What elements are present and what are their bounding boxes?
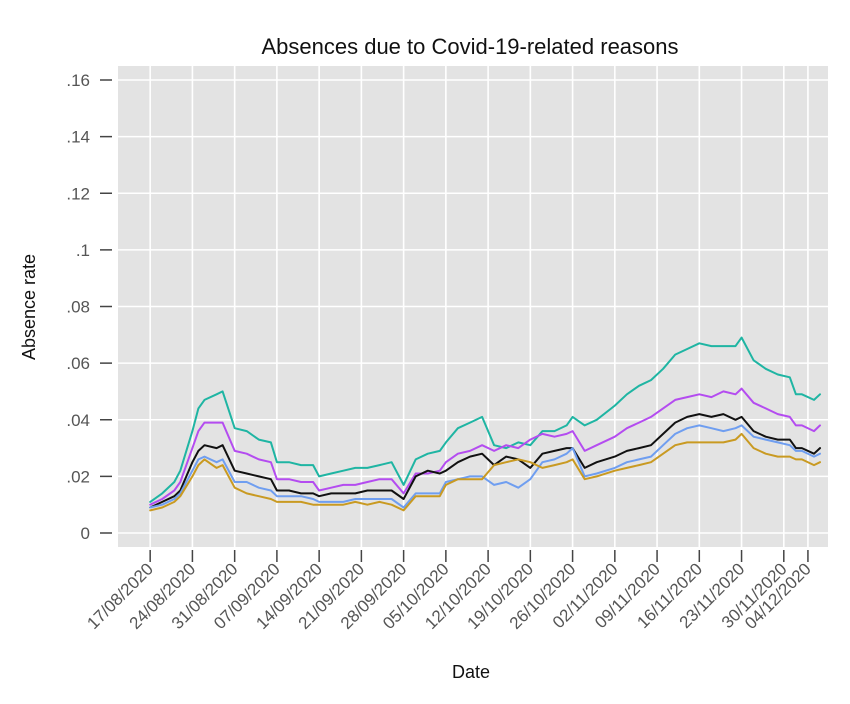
y-tick-label: .04: [66, 411, 90, 430]
x-axis-label: Date: [452, 662, 490, 682]
x-axis: 17/08/202024/08/202031/08/202007/09/2020…: [83, 550, 815, 633]
series-line-2: [149, 387, 821, 506]
chart-title: Absences due to Covid-19-related reasons: [261, 34, 678, 59]
y-tick-label: .1: [76, 241, 90, 260]
series-lines: [149, 336, 821, 512]
y-tick-label: .12: [66, 184, 90, 203]
series-line-3: [149, 413, 821, 509]
y-tick-label: .16: [66, 71, 90, 90]
series-line-4: [149, 424, 821, 509]
series-line-5: [149, 432, 821, 512]
y-tick-label: .02: [66, 467, 90, 486]
y-axis-label: Absence rate: [19, 254, 39, 360]
y-tick-label: .06: [66, 354, 90, 373]
grid-lines: [118, 66, 828, 547]
y-tick-label: 0: [81, 524, 90, 543]
series-line-1: [149, 336, 821, 503]
y-axis: 0 .02 .04 .06 .08 .1 .12 .14 .16: [66, 71, 112, 543]
y-tick-label: .08: [66, 298, 90, 317]
y-tick-label: .14: [66, 128, 90, 147]
